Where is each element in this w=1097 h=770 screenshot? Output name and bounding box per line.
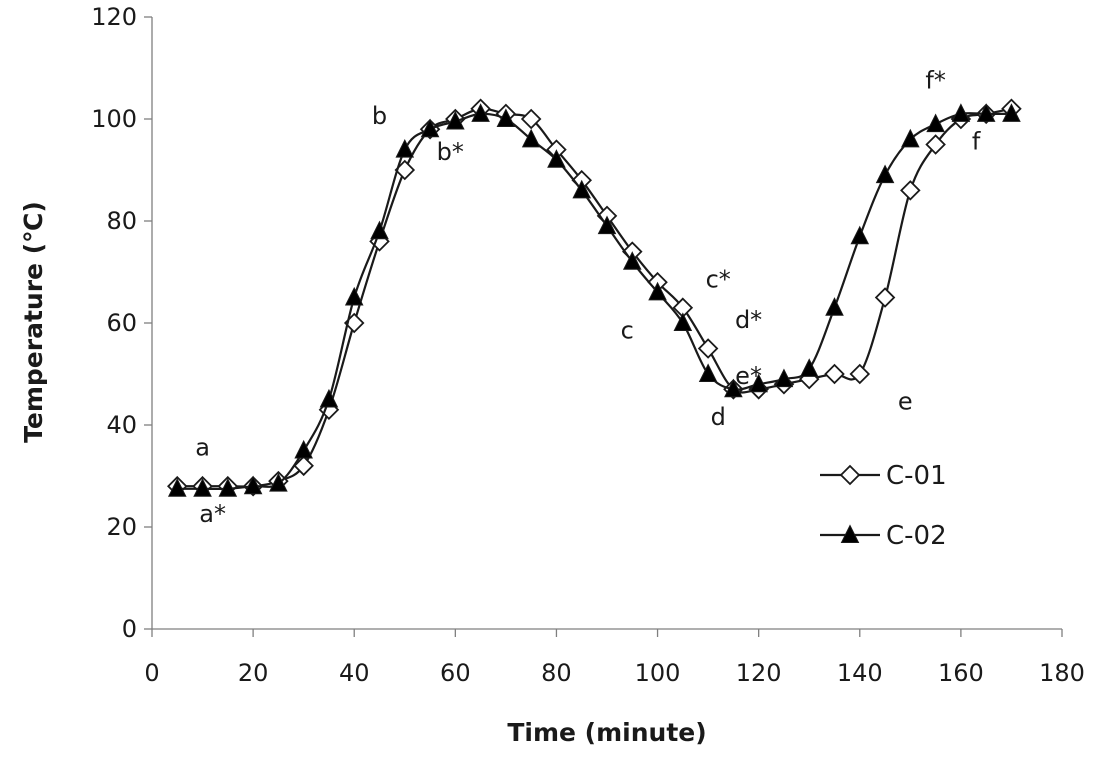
data-point (293, 455, 314, 477)
y-tick-label: 40 (106, 411, 137, 439)
data-point (521, 128, 541, 148)
annotation-label: f (972, 128, 981, 156)
data-point (547, 149, 566, 168)
legend-label: C-02 (886, 521, 947, 551)
legend: C-01 C-02 (820, 461, 947, 551)
axes: 0 20 40 60 80 100 120 0 20 40 60 80 100 120 140 160 180 (91, 3, 1085, 687)
x-tick-label: 80 (541, 659, 572, 687)
data-point (218, 478, 238, 497)
data-point (622, 251, 642, 270)
annotation-label: c* (706, 265, 731, 293)
x-tick-label: 0 (144, 659, 159, 687)
x-tick-label: 120 (736, 659, 782, 687)
data-point (926, 113, 945, 133)
data-point (976, 103, 996, 122)
annotation-label: e (898, 388, 913, 416)
annotation-label: f* (925, 66, 945, 94)
data-point (901, 128, 920, 148)
data-point (951, 103, 971, 122)
data-point (900, 180, 921, 201)
x-tick-label: 180 (1039, 659, 1085, 687)
data-point (344, 286, 364, 306)
data-point (724, 378, 743, 398)
data-point (874, 287, 896, 308)
data-point (193, 478, 212, 497)
x-tick-label: 140 (837, 659, 883, 687)
data-point (319, 388, 339, 408)
annotation-label: a (195, 434, 210, 462)
annotation-label: a* (199, 500, 226, 528)
x-tick-label: 20 (238, 659, 269, 687)
data-point (825, 297, 844, 316)
legend-marker (839, 464, 861, 486)
series-line (177, 112, 1012, 491)
data-point (774, 368, 794, 388)
data-point (370, 220, 389, 240)
data-point (875, 164, 895, 184)
data-point (520, 108, 542, 130)
annotation-label: c (621, 316, 634, 344)
series-c-01 (167, 98, 1022, 497)
x-tick-label: 60 (440, 659, 471, 687)
data-point (925, 134, 946, 155)
data-point (799, 358, 819, 377)
data-point (673, 312, 693, 331)
annotation-label: d* (735, 306, 762, 334)
legend-marker (840, 524, 860, 543)
y-tick-label: 80 (106, 207, 137, 235)
y-axis-title: Temperature (℃) (19, 201, 48, 443)
x-axis-title: Time (minute) (507, 718, 706, 747)
annotation-label: e* (735, 362, 762, 390)
y-tick-label: 100 (91, 105, 137, 133)
annotations: a a* b b* c c* d d* e e* f f* (195, 66, 981, 528)
data-point (597, 215, 617, 235)
annotation-label: b (372, 102, 387, 130)
data-point (572, 179, 592, 199)
data-point (850, 225, 870, 245)
series-lines (167, 98, 1022, 497)
data-point (471, 103, 490, 122)
data-point (294, 439, 313, 459)
data-point (496, 108, 516, 127)
legend-label: C-01 (886, 461, 947, 491)
data-point (648, 281, 667, 301)
data-point (697, 338, 719, 359)
data-point (167, 478, 187, 497)
legend-item: C-02 (820, 521, 947, 551)
series-c-02 (167, 103, 1021, 497)
data-point (420, 118, 440, 138)
x-tick-label: 160 (938, 659, 984, 687)
y-tick-label: 20 (106, 513, 137, 541)
data-point (446, 110, 465, 130)
data-point (395, 138, 415, 158)
data-point (849, 363, 871, 385)
annotation-label: b* (437, 138, 464, 166)
annotation-label: d (711, 403, 726, 431)
legend-item: C-01 (820, 461, 947, 491)
series-line (177, 107, 1012, 488)
y-tick-label: 120 (91, 3, 137, 31)
x-tick-label: 100 (635, 659, 681, 687)
data-point (749, 373, 768, 393)
data-point (698, 363, 718, 382)
x-tick-label: 40 (339, 659, 370, 687)
data-point (824, 363, 845, 385)
data-point (243, 475, 263, 495)
y-tick-label: 60 (106, 309, 137, 337)
data-point (269, 473, 288, 492)
data-point (1002, 103, 1021, 122)
y-tick-label: 0 (122, 615, 137, 643)
